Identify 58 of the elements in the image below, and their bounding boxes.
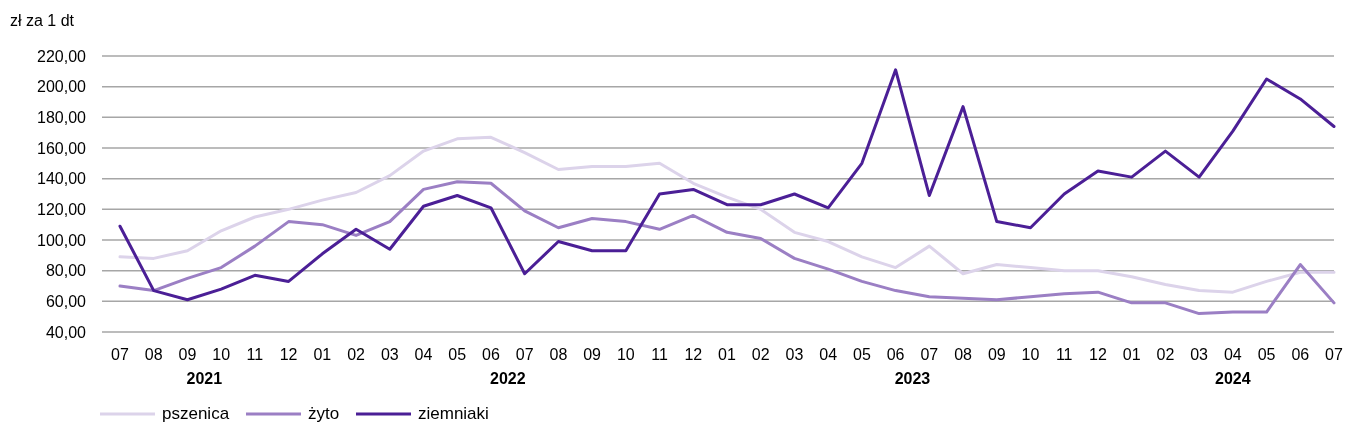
- x-tick-label: 06: [482, 346, 500, 363]
- x-tick-label: 01: [718, 346, 736, 363]
- x-tick-label: 03: [1190, 346, 1209, 363]
- x-tick-label: 10: [212, 346, 231, 363]
- x-tick-label: 05: [1257, 346, 1276, 363]
- x-tick-label: 11: [246, 346, 264, 363]
- x-tick-label: 02: [347, 346, 366, 363]
- x-tick-label: 02: [1156, 346, 1175, 363]
- x-tick-label: 07: [920, 346, 939, 363]
- x-tick-label: 09: [178, 346, 197, 363]
- y-tick-label: 100,00: [37, 231, 87, 249]
- y-tick-label: 40,00: [45, 323, 87, 341]
- y-tick-label: 160,00: [37, 139, 87, 157]
- x-tick-label: 12: [684, 346, 703, 363]
- x-tick-label: 07: [1325, 346, 1343, 363]
- x-tick-label: 01: [1122, 346, 1141, 363]
- x-tick-label: 03: [785, 346, 804, 363]
- x-tick-label: 03: [380, 346, 399, 363]
- x-tick-label: 06: [886, 346, 905, 363]
- y-axis-title: zł za 1 dt: [10, 12, 75, 29]
- y-tick-label: 220,00: [37, 47, 87, 65]
- x-tick-label: 11: [651, 346, 668, 363]
- x-tick-label: 09: [583, 346, 602, 363]
- y-tick-label: 180,00: [37, 108, 87, 126]
- x-tick-label: 08: [144, 346, 163, 363]
- text: 2024: [1215, 370, 1251, 387]
- x-tick-label: 06: [1291, 346, 1310, 363]
- x-tick-label: 12: [279, 346, 298, 363]
- text: 2022: [490, 370, 526, 387]
- line-series: [118, 135, 1336, 294]
- x-tick-label: 04: [414, 346, 433, 363]
- x-tick-label: 04: [819, 346, 838, 363]
- text: 2023: [894, 370, 931, 387]
- line-series: [118, 180, 1336, 316]
- x-tick-label: 09: [987, 346, 1006, 363]
- x-tick-label: 12: [1089, 346, 1107, 363]
- x-tick-label: 04: [1223, 346, 1242, 363]
- x-tick-label: 02: [751, 346, 770, 363]
- x-tick-label: 05: [448, 346, 467, 363]
- x-tick-label: 10: [616, 346, 635, 363]
- x-tick-label: 10: [1021, 346, 1040, 363]
- y-tick-label: 60,00: [45, 292, 87, 310]
- y-tick-label: 80,00: [45, 262, 87, 280]
- legend-label: pszenica: [162, 404, 230, 423]
- y-tick-label: 120,00: [37, 200, 87, 218]
- legend-label: żyto: [308, 404, 340, 423]
- y-tick-label: 140,00: [37, 170, 87, 188]
- x-tick-label: 05: [852, 346, 871, 363]
- x-tick-label: 08: [954, 346, 973, 363]
- x-tick-label: 08: [549, 346, 568, 363]
- text: 2021: [186, 370, 223, 387]
- line-series: [118, 68, 1336, 302]
- x-tick-label: 11: [1055, 346, 1073, 363]
- x-tick-label: 07: [111, 346, 129, 363]
- x-tick-label: 01: [313, 346, 332, 363]
- legend-label: ziemniaki: [418, 404, 489, 423]
- y-tick-label: 200,00: [37, 78, 87, 96]
- x-tick-label: 07: [515, 346, 534, 363]
